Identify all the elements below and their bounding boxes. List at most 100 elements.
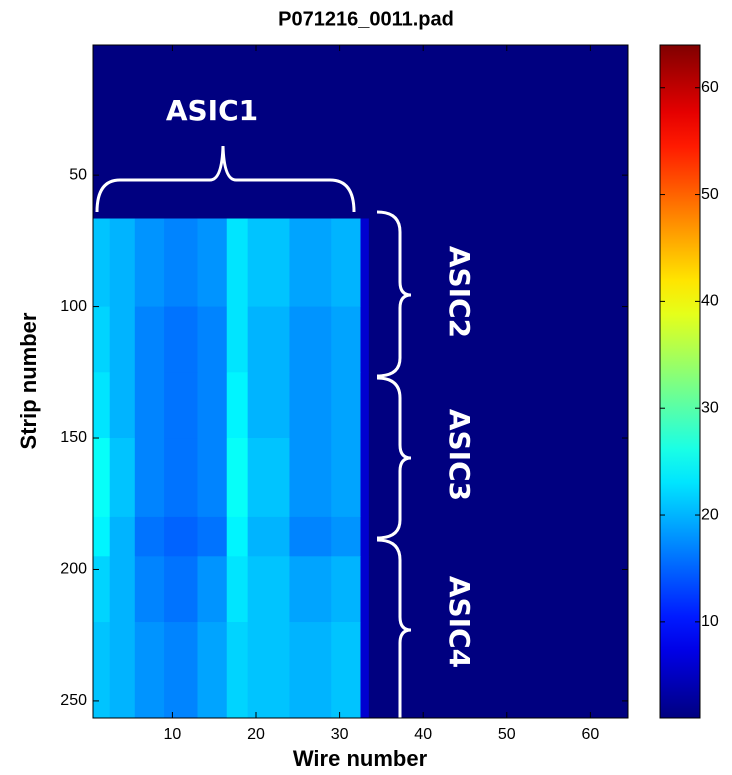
heatmap-cell <box>93 556 111 623</box>
heatmap-cell <box>289 45 332 220</box>
x-tick-label: 30 <box>331 726 349 743</box>
heatmap-cell <box>331 622 361 719</box>
heatmap-cell <box>360 622 370 719</box>
heatmap <box>93 45 629 719</box>
y-tick-label: 250 <box>60 692 87 709</box>
heatmap-cell <box>134 516 165 557</box>
heatmap-cell <box>360 45 370 220</box>
heatmap-cell <box>368 438 629 518</box>
colorbar-tick-label: 20 <box>701 506 719 523</box>
heatmap-cell <box>360 556 370 623</box>
heatmap-cell <box>289 218 332 308</box>
heatmap-cell <box>226 622 249 719</box>
heatmap-cell <box>197 438 228 518</box>
heatmap-cell <box>289 306 332 373</box>
x-tick-label: 60 <box>581 726 599 743</box>
heatmap-cell <box>109 556 136 623</box>
brace <box>376 538 412 718</box>
heatmap-cell <box>331 438 361 518</box>
x-tick-label: 50 <box>498 726 516 743</box>
heatmap-cell <box>134 556 165 623</box>
heatmap-cell <box>109 516 136 557</box>
heatmap-cell <box>360 438 370 518</box>
heatmap-cell <box>134 45 165 220</box>
heatmap-cell <box>93 516 111 557</box>
heatmap-cell <box>164 622 198 719</box>
heatmap-cell <box>164 45 198 220</box>
heatmap-cell <box>134 218 165 308</box>
y-axis-label: Strip number <box>16 312 41 449</box>
annotation: ASIC3 <box>443 409 476 501</box>
heatmap-cell <box>368 516 629 557</box>
heatmap-cell <box>247 622 290 719</box>
heatmap-cell <box>226 556 249 623</box>
heatmap-cell <box>368 306 629 373</box>
heatmap-cell <box>226 306 249 373</box>
heatmap-cell <box>164 556 198 623</box>
heatmap-cell <box>360 372 370 439</box>
heatmap-cell <box>109 622 136 719</box>
heatmap-cell <box>226 45 249 220</box>
heatmap-cell <box>360 218 370 308</box>
heatmap-cell <box>247 45 290 220</box>
colorbar-tick-label: 60 <box>701 79 719 96</box>
annotation: ASIC2 <box>443 246 476 338</box>
heatmap-cell <box>164 372 198 439</box>
heatmap-cell <box>368 45 629 220</box>
heatmap-cell <box>109 306 136 373</box>
colorbar-tick-label: 50 <box>701 186 719 203</box>
heatmap-cell <box>109 372 136 439</box>
x-tick-label: 40 <box>414 726 432 743</box>
heatmap-cell <box>197 218 228 308</box>
heatmap-cell <box>109 438 136 518</box>
heatmap-cell <box>134 438 165 518</box>
heatmap-cell <box>368 372 629 439</box>
heatmap-cell <box>331 556 361 623</box>
colorbar-tick-label: 10 <box>701 613 719 630</box>
heatmap-cell <box>289 372 332 439</box>
colorbar-tick-label: 40 <box>701 293 719 310</box>
heatmap-cell <box>331 516 361 557</box>
heatmap-cell <box>331 306 361 373</box>
heatmap-cell <box>247 306 290 373</box>
heatmap-cell <box>197 622 228 719</box>
colorbar-tick-label: 30 <box>701 399 719 416</box>
heatmap-cell <box>134 372 165 439</box>
brace <box>376 210 412 378</box>
heatmap-cell <box>368 556 629 623</box>
heatmap-cell <box>247 372 290 439</box>
x-tick-label: 10 <box>164 726 182 743</box>
heatmap-cell <box>93 622 111 719</box>
plot-frame <box>92 44 629 719</box>
heatmap-cell <box>289 516 332 557</box>
x-axis-label: Wire number <box>293 746 428 771</box>
heatmap-cell <box>226 516 249 557</box>
brace <box>95 145 356 213</box>
heatmap-cell <box>109 218 136 308</box>
heatmap-cell <box>134 306 165 373</box>
heatmap-cell <box>226 438 249 518</box>
heatmap-cell <box>93 438 111 518</box>
heatmap-cell <box>247 218 290 308</box>
annotation: ASIC1 <box>166 94 258 127</box>
heatmap-cell <box>197 45 228 220</box>
heatmap-cell <box>197 516 228 557</box>
heatmap-cell <box>247 556 290 623</box>
heatmap-cell <box>164 438 198 518</box>
heatmap-cell <box>331 45 361 220</box>
heatmap-cell <box>289 556 332 623</box>
heatmap-cell <box>226 372 249 439</box>
colorbar <box>659 44 701 719</box>
y-tick-label: 150 <box>60 429 87 446</box>
heatmap-cell <box>134 622 165 719</box>
heatmap-cell <box>289 622 332 719</box>
heatmap-cell <box>247 438 290 518</box>
heatmap-cell <box>109 45 136 220</box>
annotation: ASIC4 <box>443 576 476 668</box>
x-tick-label: 20 <box>247 726 265 743</box>
heatmap-cell <box>197 556 228 623</box>
heatmap-cell <box>247 516 290 557</box>
heatmap-cell <box>368 622 629 719</box>
heatmap-cell <box>164 218 198 308</box>
